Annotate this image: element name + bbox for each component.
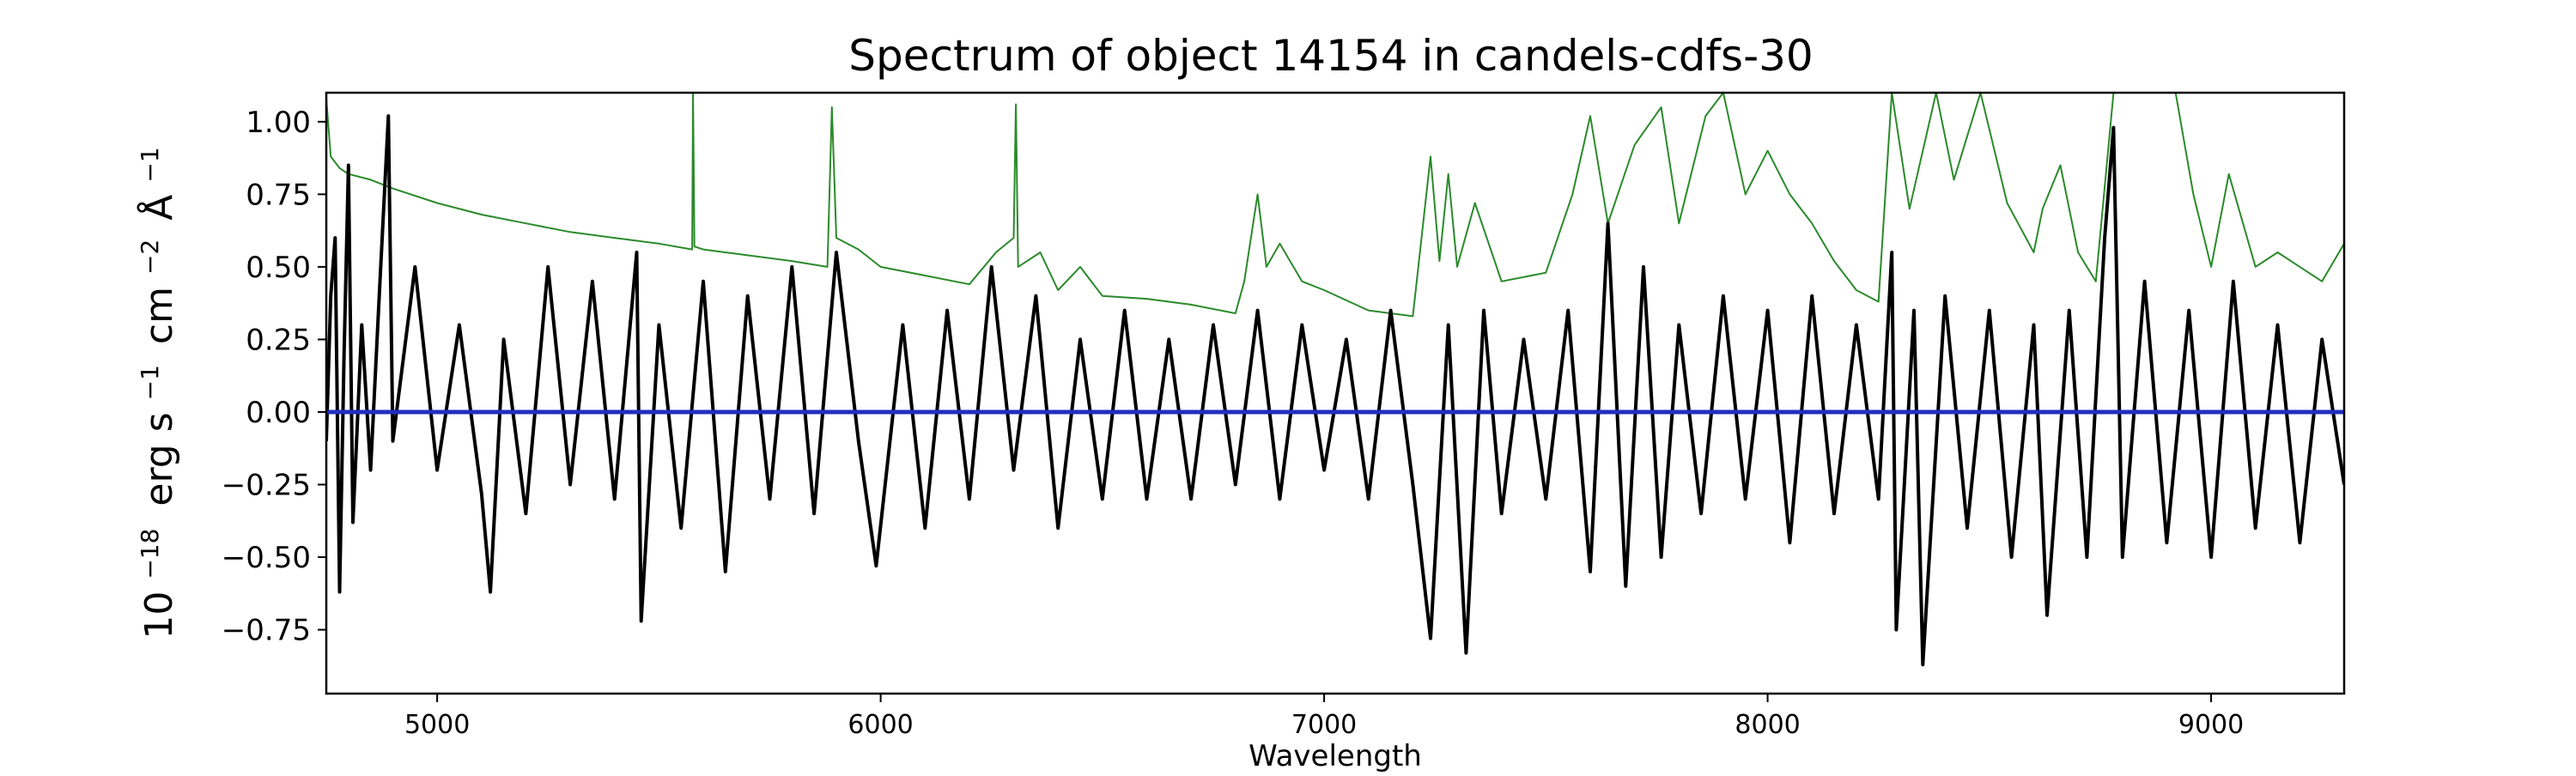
- y-tick-label: 0.00: [246, 396, 311, 430]
- y-tick-label: 0.50: [246, 251, 311, 285]
- x-tick-label: 5000: [404, 710, 470, 740]
- y-label-cm-exp: −2: [136, 239, 164, 275]
- series-line-flux: [326, 114, 2344, 667]
- y-tick-label: 0.75: [246, 178, 311, 212]
- y-axis-label: 10 −18 erg s −1 cm −2 Å −1: [136, 147, 182, 639]
- y-tick-label: −0.25: [222, 469, 311, 503]
- y-label-base-exp: −18: [136, 529, 164, 579]
- x-axis-label: Wavelength: [1249, 739, 1422, 773]
- x-axis-ticks: 5000 6000 7000 8000 9000: [404, 694, 2244, 740]
- chart-title: Spectrum of object 14154 in candels-cdfs…: [848, 31, 1814, 81]
- y-axis-ticks: 1.00 0.75 0.50 0.25 0.00 −0.25 −0.50 −0.75: [222, 106, 326, 648]
- series-layer: [326, 93, 2344, 667]
- x-tick-label: 8000: [1735, 710, 1800, 740]
- x-tick-label: 6000: [848, 710, 913, 740]
- y-tick-label: 1.00: [246, 106, 311, 140]
- plot-frame: [325, 91, 2346, 695]
- x-tick-label: 7000: [1291, 710, 1357, 740]
- x-tick-label: 9000: [2178, 710, 2244, 740]
- series-line-noise: [326, 93, 2344, 318]
- plot-area: [325, 91, 2346, 695]
- y-label-a-exp: −1: [136, 147, 164, 182]
- y-label-erg: erg s: [137, 412, 181, 506]
- y-tick-label: −0.75: [222, 614, 311, 648]
- y-label-cm: cm: [137, 287, 181, 344]
- y-label-base: 10: [137, 591, 181, 640]
- y-label-s-exp: −1: [136, 365, 164, 400]
- y-tick-label: −0.50: [222, 541, 311, 575]
- y-label-angstrom: Å: [136, 195, 181, 221]
- y-tick-label: 0.25: [246, 323, 311, 357]
